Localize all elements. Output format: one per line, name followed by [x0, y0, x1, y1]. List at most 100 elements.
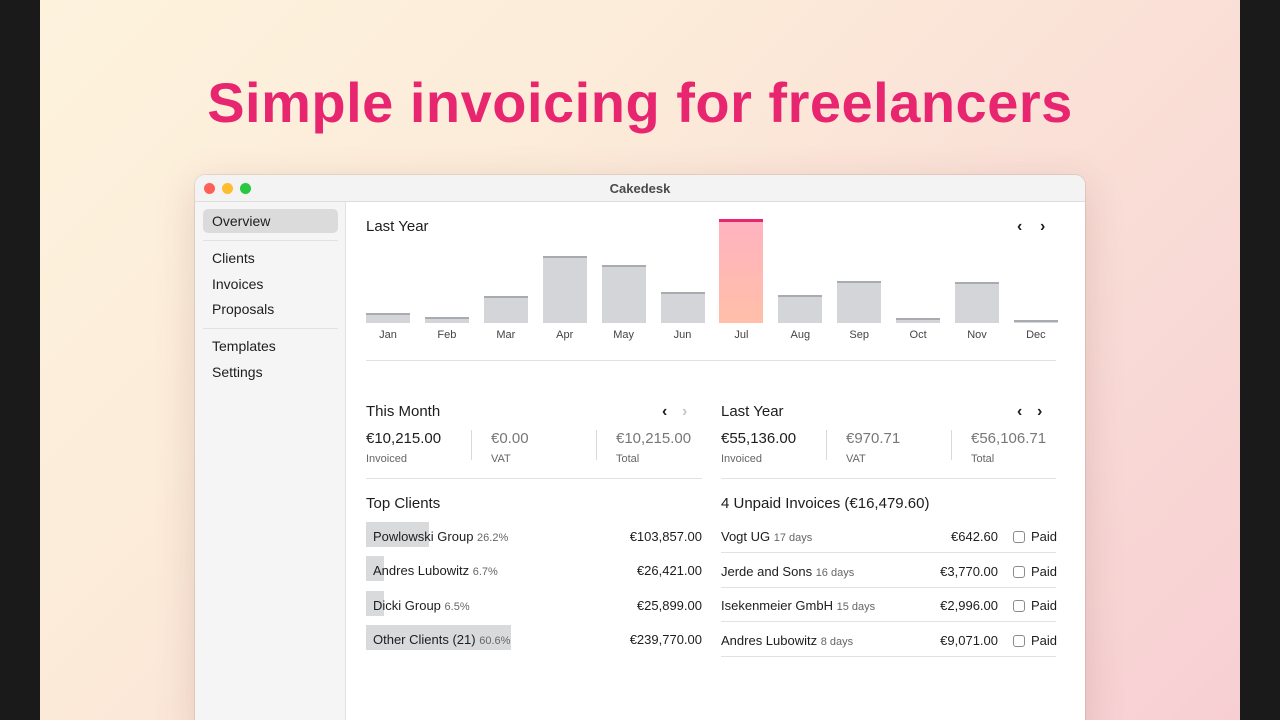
last-year-title: Last Year — [721, 403, 784, 420]
bar-feb[interactable] — [424, 316, 469, 323]
sidebar-item-overview[interactable]: Overview — [203, 209, 338, 233]
sidebar-item-settings[interactable]: Settings — [212, 364, 263, 380]
maximize-window-button[interactable] — [240, 183, 251, 194]
title-bar[interactable]: Cakedesk — [195, 175, 1085, 202]
client-share-bar — [366, 556, 384, 581]
bar-jul[interactable] — [719, 219, 764, 323]
bar-jan[interactable] — [366, 312, 410, 323]
section-divider — [721, 478, 1056, 479]
app-window: Cakedesk Overview Clients Invoices Propo… — [195, 175, 1085, 720]
chevron-left-icon[interactable]: ‹ — [1017, 218, 1023, 235]
chevron-right-icon[interactable]: › — [1037, 403, 1043, 420]
paid-checkbox[interactable] — [1013, 566, 1025, 578]
client-amount: €239,770.00 — [629, 632, 702, 647]
bar-nov[interactable] — [955, 282, 999, 323]
month-label-jul: Jul — [734, 329, 749, 341]
unpaid-invoice-client[interactable]: Isekenmeier GmbH 15 days — [721, 598, 875, 613]
paid-label[interactable]: Paid — [1031, 564, 1058, 579]
month-label-mar: Mar — [496, 329, 516, 341]
minimize-window-button[interactable] — [222, 183, 233, 194]
invoice-client-name: Andres Lubowitz — [721, 633, 821, 648]
sidebar-item-invoices[interactable]: Invoices — [212, 276, 264, 292]
month-label-sep: Sep — [849, 329, 869, 341]
stat-divider — [471, 430, 472, 460]
bar-jun[interactable] — [660, 292, 705, 323]
bar-mar[interactable] — [483, 296, 528, 323]
stat-divider — [596, 430, 597, 460]
bar-may[interactable] — [601, 264, 646, 323]
client-name[interactable]: Dicki Group 6.5% — [373, 598, 470, 613]
this-month-total-value: €10,215.00 — [616, 430, 692, 447]
paid-checkbox[interactable] — [1013, 635, 1025, 647]
client-amount: €103,857.00 — [629, 529, 702, 544]
bar-apr[interactable] — [542, 255, 587, 323]
invoice-amount: €3,770.00 — [940, 564, 998, 579]
month-label-may: May — [613, 329, 634, 341]
sidebar-divider — [203, 328, 338, 329]
paid-label[interactable]: Paid — [1031, 633, 1058, 648]
client-name-text: Other Clients (21) — [373, 632, 480, 647]
last-year-vat-value: €970.71 — [846, 430, 901, 447]
month-label-oct: Oct — [909, 329, 927, 341]
invoice-client-name: Jerde and Sons — [721, 564, 816, 579]
client-percent: 60.6% — [479, 635, 511, 647]
paid-label[interactable]: Paid — [1031, 529, 1058, 544]
sidebar: Overview Clients Invoices Proposals Temp… — [195, 202, 346, 720]
client-percent: 6.7% — [472, 566, 498, 578]
chevron-left-icon[interactable]: ‹ — [662, 403, 668, 420]
client-share-bar — [366, 625, 512, 650]
top-clients-title: Top Clients — [366, 495, 441, 512]
chevron-right-icon[interactable]: › — [682, 403, 688, 420]
sidebar-item-clients[interactable]: Clients — [212, 250, 255, 266]
bar-aug[interactable] — [778, 295, 823, 323]
window-title: Cakedesk — [609, 181, 671, 196]
last-year-total-value: €56,106.71 — [971, 430, 1047, 447]
bar-dec[interactable] — [1013, 320, 1058, 323]
paid-label[interactable]: Paid — [1031, 598, 1058, 613]
bar-oct[interactable] — [896, 317, 941, 323]
last-year-vat-label: VAT — [846, 453, 866, 465]
unpaid-invoice-client[interactable]: Jerde and Sons 16 days — [721, 564, 854, 579]
headline: Simple invoicing for freelancers — [207, 71, 1073, 134]
client-percent: 6.5% — [444, 601, 470, 613]
stat-divider — [826, 430, 827, 460]
month-label-jun: Jun — [673, 329, 692, 341]
section-divider — [366, 360, 1056, 361]
this-month-vat-label: VAT — [491, 453, 511, 465]
row-divider — [721, 552, 1056, 553]
invoice-days-overdue: 15 days — [836, 601, 876, 613]
invoice-days-overdue: 16 days — [815, 567, 855, 579]
row-divider — [721, 587, 1056, 588]
close-window-button[interactable] — [204, 183, 215, 194]
client-name[interactable]: Powlowski Group 26.2% — [373, 529, 508, 544]
client-amount: €26,421.00 — [636, 563, 702, 578]
this-month-vat-value: €0.00 — [491, 430, 529, 447]
chevron-right-icon[interactable]: › — [1040, 218, 1046, 235]
unpaid-invoices-title: 4 Unpaid Invoices (€16,479.60) — [721, 495, 930, 512]
month-label-jan: Jan — [379, 329, 397, 341]
client-name[interactable]: Andres Lubowitz 6.7% — [373, 563, 498, 578]
invoice-amount: €2,996.00 — [940, 598, 998, 613]
row-divider — [721, 656, 1056, 657]
paid-checkbox[interactable] — [1013, 600, 1025, 612]
invoice-client-name: Vogt UG — [721, 529, 774, 544]
sidebar-divider — [203, 240, 338, 241]
last-year-invoiced-value: €55,136.00 — [721, 430, 797, 447]
sidebar-item-templates[interactable]: Templates — [212, 338, 276, 354]
section-divider — [366, 478, 702, 479]
sidebar-item-proposals[interactable]: Proposals — [212, 301, 275, 317]
client-name[interactable]: Other Clients (21) 60.6% — [373, 632, 510, 647]
last-year-invoiced-label: Invoiced — [721, 453, 762, 465]
this-month-invoiced-value: €10,215.00 — [366, 430, 442, 447]
invoice-amount: €9,071.00 — [940, 633, 998, 648]
bar-sep[interactable] — [837, 281, 882, 323]
month-label-feb: Feb — [437, 329, 457, 341]
month-label-apr: Apr — [556, 329, 574, 341]
invoice-days-overdue: 8 days — [820, 636, 854, 648]
paid-checkbox[interactable] — [1013, 531, 1025, 543]
unpaid-invoice-client[interactable]: Andres Lubowitz 8 days — [721, 633, 853, 648]
invoice-days-overdue: 17 days — [773, 532, 813, 544]
chevron-left-icon[interactable]: ‹ — [1017, 403, 1023, 420]
client-amount: €25,899.00 — [636, 598, 702, 613]
unpaid-invoice-client[interactable]: Vogt UG 17 days — [721, 529, 812, 544]
